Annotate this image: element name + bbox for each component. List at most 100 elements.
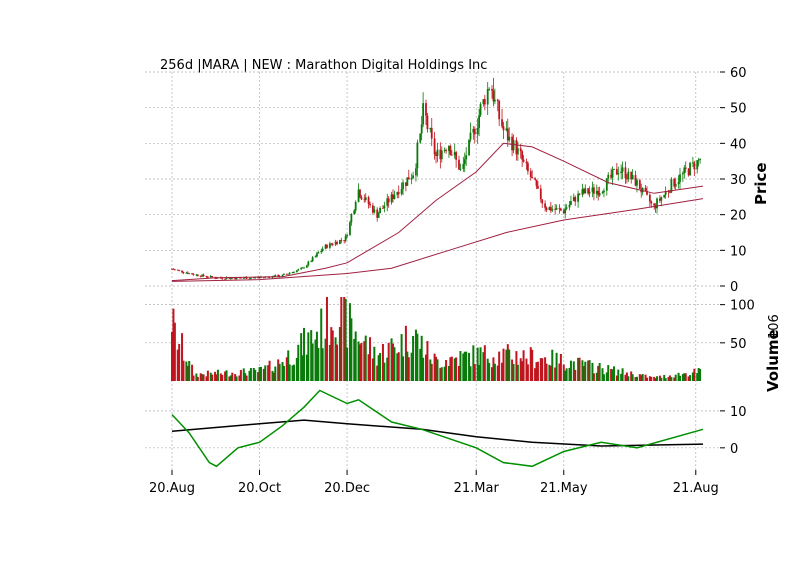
volume-bar [402,356,405,381]
candle-body [512,140,515,151]
candle-body [430,127,433,139]
candle-body [515,140,518,155]
volume-bar [268,360,271,381]
candle-body [188,273,191,275]
volume-bar [564,370,567,381]
volume-bar [221,374,224,381]
candle-body [262,277,265,278]
candle-body [379,207,381,214]
volume-bar [281,362,284,381]
volume-bar [472,345,475,381]
volume-bar [558,363,561,381]
candle-body [677,182,680,185]
x-tick-label: 20.Aug [149,481,195,496]
candle-body [519,148,522,152]
candle-body [486,89,489,105]
volume-bar [172,308,175,381]
volume-bar [422,357,425,381]
candle-body [202,274,205,277]
volume-bar [377,355,380,381]
candle-body [331,244,334,246]
candle-body [328,243,331,248]
candle-body [653,203,656,206]
candle-body [316,253,318,257]
candle-body [693,162,696,170]
volume-bar [287,350,290,381]
volume-bar [387,342,390,381]
candle-body [613,169,615,170]
candle-body [429,127,432,130]
candle-body [582,189,585,194]
volume-bar [252,367,255,381]
volume-bar [242,368,245,381]
volume-bar [501,362,504,381]
volume-bar [462,353,465,381]
volume-bar [272,372,275,381]
candle-body [419,133,422,143]
candle-body [584,188,587,194]
candle-body [502,126,505,131]
candle-body [445,149,447,152]
volume-bar [677,372,680,381]
volume-bar [554,367,557,381]
volume-bar [491,367,494,381]
volume-bar [681,374,684,381]
candle-body [250,277,252,279]
volume-bar [581,360,584,381]
volume-bar [419,348,422,381]
volume-bar [178,343,181,381]
candle-body [659,198,661,201]
candle-body [396,192,399,195]
volume-bar [478,364,481,381]
volume-bar [555,352,558,381]
volume-bar [687,376,690,381]
candle-body [353,210,356,214]
volume-bar [443,366,446,381]
candle-body [205,276,208,277]
volume-bar [634,377,637,381]
volume-bar [551,349,554,381]
candle-body [511,136,513,151]
volume-bar [482,352,485,381]
volume-bar [244,373,247,381]
candle-body [364,197,367,201]
candle-body [531,176,534,179]
candle-body [288,272,291,274]
volume-bar [320,308,323,381]
candle-body [324,244,327,249]
volume-bar [346,347,349,381]
volume-bar [531,349,534,381]
volume-bar [199,373,202,381]
candle-body [574,197,577,202]
candle-body [372,205,374,213]
volume-bar [536,361,539,381]
candle-body [376,209,379,218]
candle-body [303,267,305,269]
volume-bar [512,364,515,381]
candle-body [425,103,427,116]
volume-bar [305,354,308,381]
volume-bar [620,373,623,381]
volume-bar [526,364,529,381]
candle-body [344,236,347,241]
candle-body [603,190,605,193]
volume-bar [602,374,605,381]
volume-bar [426,341,429,381]
candle-body [297,269,300,271]
candle-body [336,241,338,245]
candle-body [314,256,317,258]
volume-bar [224,371,227,381]
volume-bar [383,362,386,381]
volume-bar [625,372,628,381]
volume-bar [559,353,562,381]
candle-body [491,88,493,91]
volume-bar [229,375,232,381]
candle-body [551,209,554,211]
candle-body [529,171,532,177]
volume-bar [321,348,324,381]
volume-bar [515,351,518,381]
volume-bars [171,297,702,381]
volume-bar [317,347,320,381]
volume-bar [219,373,222,381]
candle-body [340,240,343,241]
